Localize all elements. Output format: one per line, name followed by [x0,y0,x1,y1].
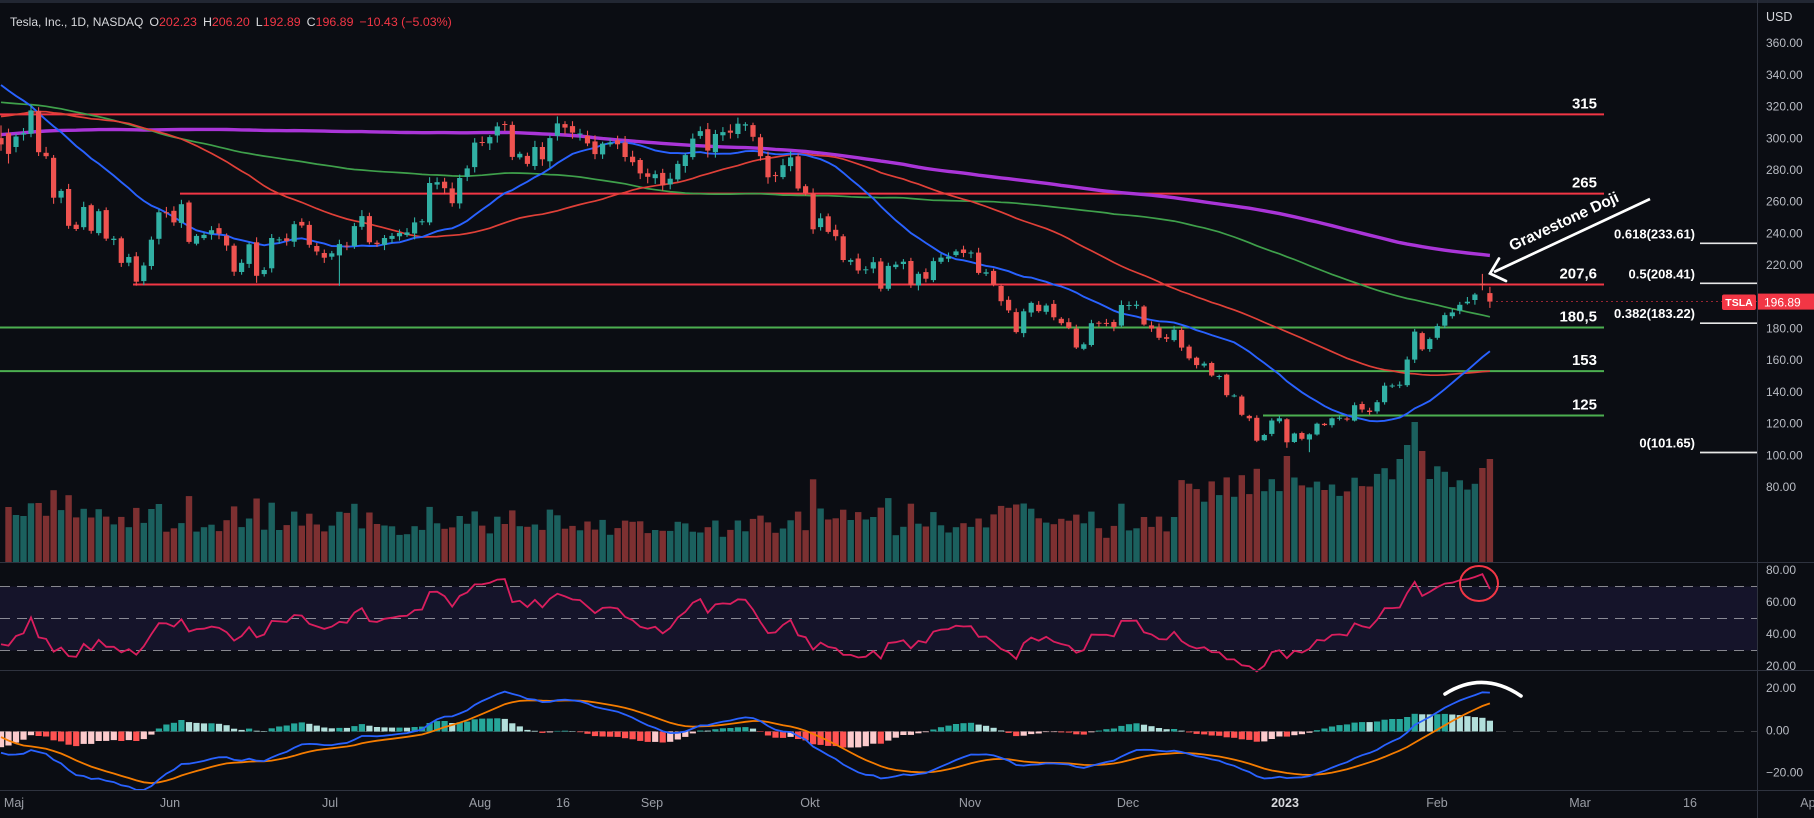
svg-text:Nov: Nov [959,796,982,810]
svg-text:160.00: 160.00 [1766,353,1803,367]
svg-text:265: 265 [1572,175,1597,192]
svg-text:80.00: 80.00 [1766,480,1796,494]
svg-text:140.00: 140.00 [1766,385,1803,399]
svg-text:0.382(183.22): 0.382(183.22) [1614,306,1695,321]
svg-text:Apr: Apr [1800,796,1814,810]
svg-text:120.00: 120.00 [1766,417,1803,431]
svg-text:Mar: Mar [1569,796,1591,810]
svg-text:Maj: Maj [4,796,24,810]
svg-text:60.00: 60.00 [1766,595,1796,609]
svg-text:260.00: 260.00 [1766,195,1803,209]
svg-text:0.618(233.61): 0.618(233.61) [1614,226,1695,241]
svg-text:340.00: 340.00 [1766,68,1803,82]
svg-text:2023: 2023 [1271,796,1299,810]
svg-text:240.00: 240.00 [1766,226,1803,240]
svg-text:125: 125 [1572,397,1597,414]
svg-text:207,6: 207,6 [1559,266,1597,283]
svg-text:80.00: 80.00 [1766,563,1796,577]
svg-text:180.00: 180.00 [1766,322,1803,336]
svg-text:Feb: Feb [1426,796,1448,810]
svg-text:Dec: Dec [1117,796,1139,810]
svg-text:40.00: 40.00 [1766,627,1796,641]
svg-text:16: 16 [556,796,570,810]
svg-text:USD: USD [1766,10,1792,24]
svg-text:100.00: 100.00 [1766,448,1803,462]
svg-text:196.89: 196.89 [1764,295,1801,309]
svg-text:360.00: 360.00 [1766,36,1803,50]
svg-text:TSLA: TSLA [1725,297,1753,309]
svg-text:20.00: 20.00 [1766,659,1796,673]
svg-text:280.00: 280.00 [1766,163,1803,177]
svg-text:16: 16 [1683,796,1697,810]
svg-text:Jul: Jul [322,796,338,810]
svg-text:Aug: Aug [469,796,491,810]
svg-text:0.5(208.41): 0.5(208.41) [1629,266,1696,281]
svg-text:180,5: 180,5 [1559,309,1597,326]
svg-text:320.00: 320.00 [1766,100,1803,114]
svg-text:220.00: 220.00 [1766,258,1803,272]
svg-text:0(101.65): 0(101.65) [1639,436,1695,451]
svg-text:0.00: 0.00 [1766,724,1790,738]
svg-text:315: 315 [1572,95,1597,112]
svg-text:−20.00: −20.00 [1766,766,1803,780]
svg-text:Sep: Sep [641,796,663,810]
svg-text:20.00: 20.00 [1766,681,1796,695]
svg-text:300.00: 300.00 [1766,131,1803,145]
svg-text:Jun: Jun [160,796,180,810]
svg-text:153: 153 [1572,352,1597,369]
svg-text:Okt: Okt [800,796,820,810]
